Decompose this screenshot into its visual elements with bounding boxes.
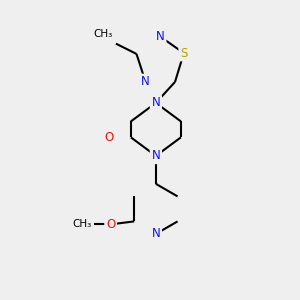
Text: CH₃: CH₃ [94,29,113,39]
Text: N: N [141,75,150,88]
Text: N: N [152,227,160,240]
Text: O: O [106,218,115,231]
Text: N: N [156,30,165,43]
Text: S: S [180,46,188,60]
Text: N: N [152,96,160,110]
Text: CH₃: CH₃ [72,219,92,229]
Text: N: N [152,149,160,162]
Text: O: O [104,131,113,144]
